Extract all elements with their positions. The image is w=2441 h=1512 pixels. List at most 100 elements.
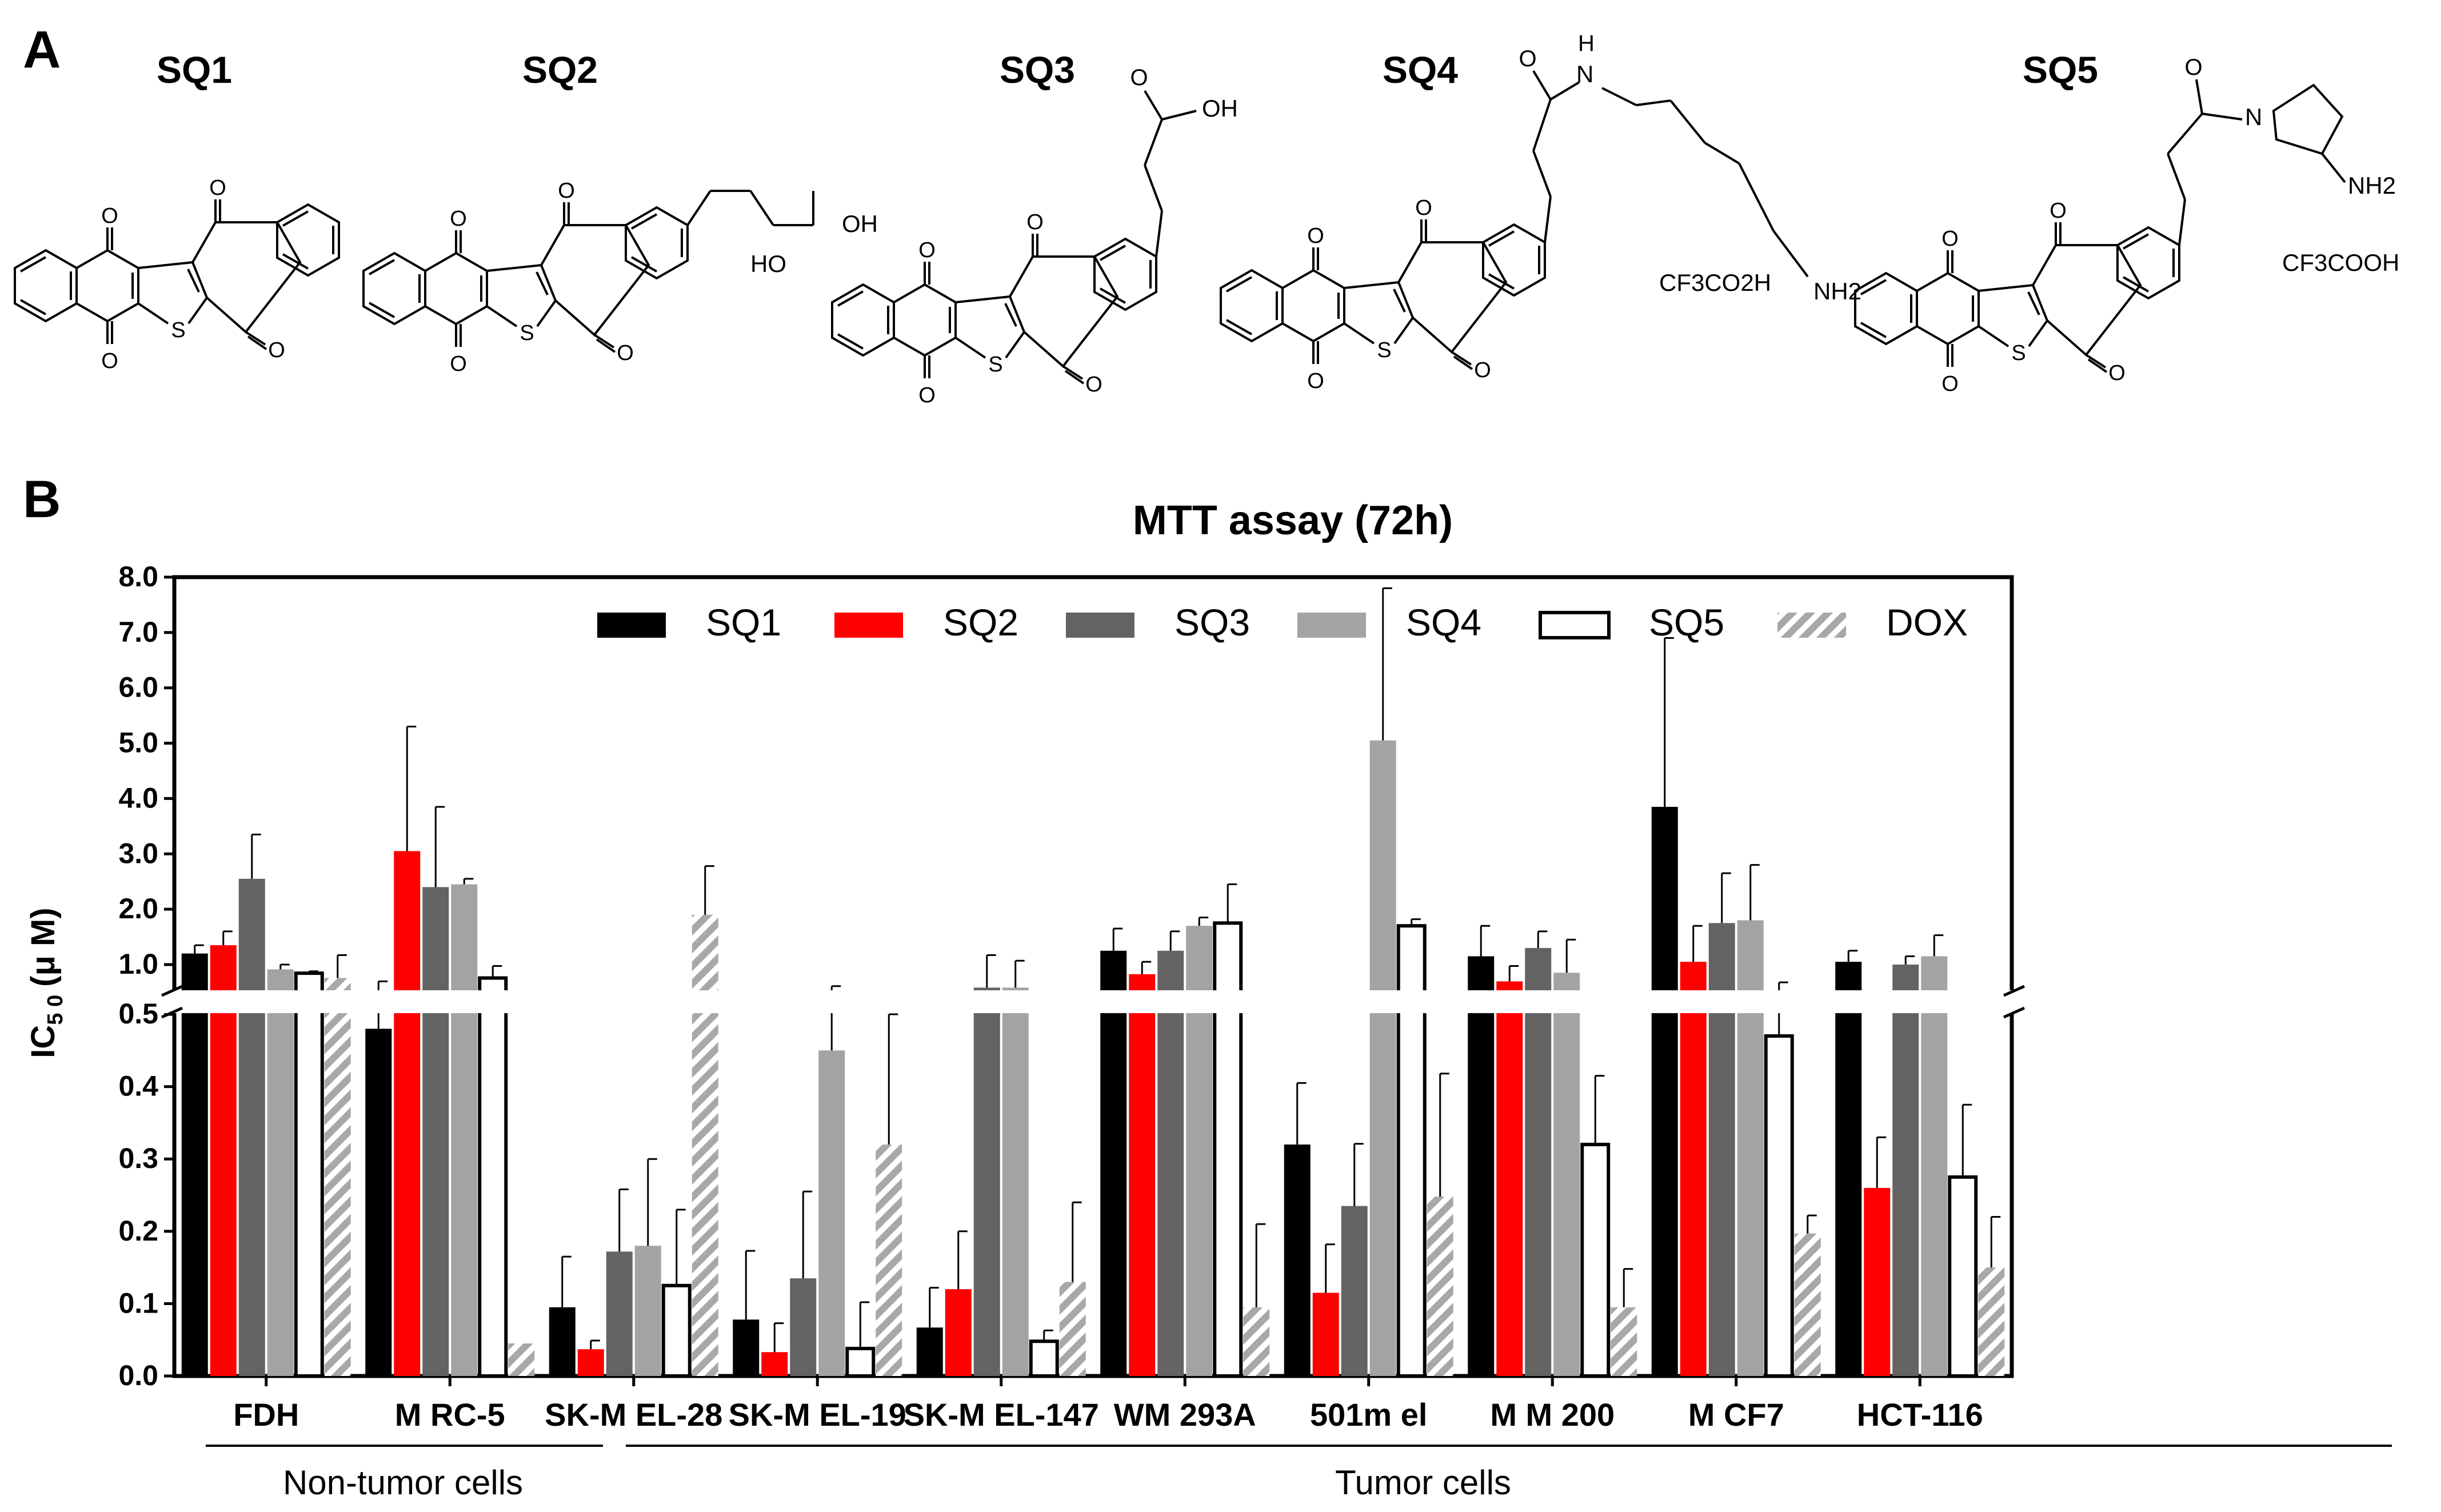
y-tick-label: 0.0 bbox=[118, 1359, 158, 1391]
quinone-ring-2 bbox=[1397, 241, 1508, 354]
group-label-tumor: Tumor cells bbox=[1335, 1463, 1511, 1502]
oxygen-atom-label: O bbox=[1519, 46, 1536, 71]
structure-core-4: O O S O O O N NH2 CF3COOH bbox=[1854, 55, 2399, 396]
y-tick-label: 1.0 bbox=[118, 948, 158, 980]
bond bbox=[1488, 273, 1515, 290]
oxygen-atom-label: O bbox=[209, 176, 226, 200]
x-tick-label: M CF7 bbox=[1688, 1397, 1784, 1433]
bond bbox=[1226, 276, 1252, 293]
quinone-ring bbox=[1281, 269, 1345, 343]
bar-SQ5 bbox=[1948, 1175, 1978, 1378]
amide-h-label: H bbox=[1578, 31, 1595, 56]
legend-label-SQ3: SQ3 bbox=[1174, 601, 1250, 643]
oxygen-atom-label: O bbox=[450, 352, 467, 376]
x-tick-label: SK-M EL-19 bbox=[729, 1397, 906, 1433]
quinone-ring-2 bbox=[1009, 255, 1119, 368]
bar-SQ5 bbox=[845, 1346, 876, 1378]
bond bbox=[2027, 291, 2040, 315]
bond bbox=[1144, 165, 1163, 211]
bond bbox=[1344, 281, 1399, 289]
bond bbox=[369, 259, 395, 275]
bond bbox=[247, 335, 267, 350]
y-tick-label: 3.0 bbox=[118, 837, 158, 869]
amine-label: NH2 bbox=[1813, 278, 1861, 305]
bar-SQ1 bbox=[1100, 950, 1127, 1376]
bond bbox=[631, 256, 657, 273]
bond bbox=[1704, 142, 1740, 165]
bar-SQ4 bbox=[1002, 987, 1029, 1376]
bar-SQ4 bbox=[1369, 740, 1396, 1376]
bar-SQ1 bbox=[181, 953, 208, 1376]
bond bbox=[137, 302, 169, 325]
bar-SQ2 bbox=[1680, 962, 1707, 1376]
legend-swatch-SQ1 bbox=[597, 613, 666, 638]
y-tick-label: 7.0 bbox=[118, 616, 158, 648]
bar-SQ2 bbox=[945, 1289, 972, 1376]
bond bbox=[1772, 230, 1809, 278]
bar-DOX bbox=[324, 978, 351, 1376]
bond bbox=[20, 299, 46, 315]
panel-a-structures: SQ1OOSOOSQ2OOSOOOHHOSQ3OOSOOOOHSQ4OOSOOO… bbox=[14, 31, 2399, 407]
x-tick-label: SK-M EL-28 bbox=[545, 1397, 722, 1433]
oxygen-atom-label: O bbox=[2184, 55, 2202, 80]
sulfur-atom-label: S bbox=[1377, 338, 1391, 362]
bar-SQ4 bbox=[634, 1246, 661, 1376]
benzene-ring-2 bbox=[276, 203, 340, 277]
bond bbox=[2028, 319, 2048, 347]
bond bbox=[631, 213, 657, 230]
quinone-ring bbox=[1916, 271, 1980, 346]
bar-SQ5 bbox=[1029, 1339, 1059, 1378]
bar-DOX bbox=[876, 1144, 902, 1376]
pyrrolidine-ring bbox=[2272, 83, 2344, 155]
axis-break-gap bbox=[157, 990, 2029, 1013]
bond bbox=[1100, 245, 1126, 261]
bond bbox=[1393, 289, 1406, 313]
bond bbox=[1978, 284, 2033, 292]
bar-SQ4 bbox=[1921, 956, 1948, 1376]
bar-SQ1 bbox=[549, 1307, 576, 1376]
bond bbox=[1144, 119, 1163, 166]
bond bbox=[2167, 113, 2203, 155]
bond bbox=[596, 338, 616, 353]
group-label-non-tumor: Non-tumor cells bbox=[283, 1463, 523, 1502]
oxygen-atom-label: O bbox=[1026, 210, 1044, 234]
bar-SQ5 bbox=[1764, 1034, 1794, 1378]
bond bbox=[245, 331, 266, 346]
bond bbox=[1549, 81, 1580, 101]
hydroxyl-label: HO bbox=[750, 250, 786, 277]
bond bbox=[369, 302, 395, 318]
axis-break-mark bbox=[161, 1006, 183, 1019]
bar-SQ3 bbox=[238, 878, 265, 1376]
bar-SQ2 bbox=[1496, 981, 1523, 1376]
acid-hydroxyl-label: OH bbox=[1202, 95, 1238, 122]
bar-SQ3 bbox=[606, 1251, 633, 1376]
legend-swatch-SQ2 bbox=[834, 613, 903, 638]
legend-label-SQ1: SQ1 bbox=[706, 601, 781, 643]
x-tick-label: WM 293A bbox=[1114, 1397, 1256, 1433]
quinone-ring bbox=[424, 251, 488, 326]
sulfur-atom-label: S bbox=[520, 321, 534, 345]
oxygen-atom-label: O bbox=[918, 383, 936, 407]
bond bbox=[1393, 317, 1414, 345]
bar-SQ4 bbox=[1737, 920, 1764, 1376]
y-tick-label: 0.3 bbox=[118, 1142, 158, 1174]
bond bbox=[2202, 113, 2243, 121]
bond bbox=[1062, 365, 1084, 380]
bar-SQ2 bbox=[1312, 1293, 1339, 1376]
oxygen-atom-label: O bbox=[558, 179, 575, 203]
quinone-ring bbox=[893, 283, 957, 357]
chart-title: MTT assay (72h) bbox=[1133, 498, 1453, 543]
bond bbox=[187, 269, 200, 293]
quinone-ring-2 bbox=[191, 221, 302, 334]
bar-DOX bbox=[692, 914, 718, 1376]
bond bbox=[2178, 199, 2186, 246]
axis-break-mark bbox=[161, 985, 183, 997]
oxygen-atom-label: O bbox=[101, 349, 118, 373]
bar-SQ1 bbox=[1651, 806, 1678, 1376]
bar-SQ2 bbox=[577, 1349, 604, 1376]
oxygen-atom-label: O bbox=[1941, 372, 1959, 396]
y-tick-label: 6.0 bbox=[118, 671, 158, 703]
bond bbox=[282, 210, 309, 227]
oxygen-atom-label: O bbox=[1130, 65, 1148, 90]
bond bbox=[1155, 210, 1163, 257]
